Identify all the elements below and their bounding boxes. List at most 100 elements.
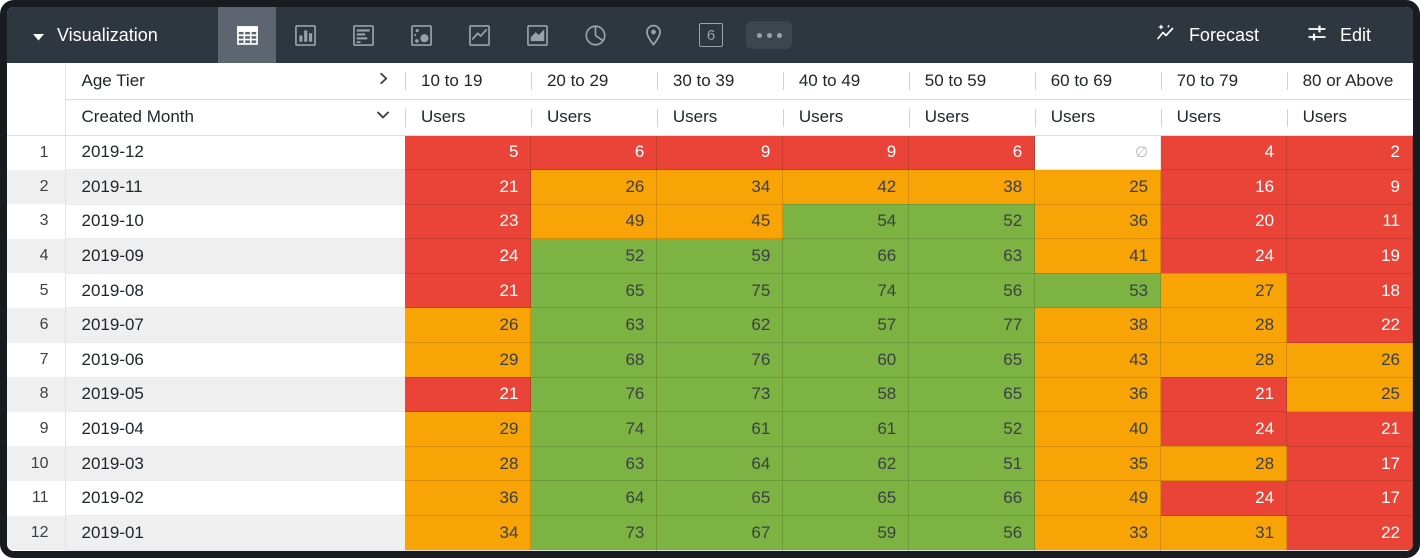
column-header[interactable]: 80 or Above bbox=[1286, 63, 1413, 100]
value-cell[interactable]: 59 bbox=[656, 238, 784, 274]
value-cell[interactable]: 29 bbox=[405, 411, 532, 447]
month-cell[interactable]: 2019-11 bbox=[64, 169, 405, 205]
value-cell[interactable]: 49 bbox=[1034, 480, 1162, 517]
viz-type-table-button[interactable] bbox=[218, 7, 276, 63]
value-cell[interactable]: 65 bbox=[782, 480, 910, 517]
column-header[interactable]: 50 to 59 bbox=[908, 63, 1035, 100]
value-cell[interactable]: 62 bbox=[656, 307, 784, 344]
value-cell[interactable]: 22 bbox=[1286, 515, 1413, 551]
value-cell[interactable]: 24 bbox=[1160, 480, 1288, 517]
viz-type-map-button[interactable] bbox=[624, 7, 682, 63]
value-cell[interactable]: 61 bbox=[656, 411, 784, 447]
value-cell[interactable]: 75 bbox=[656, 273, 784, 309]
value-cell[interactable]: 16 bbox=[1160, 169, 1288, 205]
value-cell[interactable]: 2 bbox=[1286, 135, 1413, 171]
value-cell[interactable]: 76 bbox=[656, 342, 784, 378]
value-cell[interactable]: 27 bbox=[1160, 273, 1288, 309]
month-cell[interactable]: 2019-05 bbox=[64, 377, 405, 413]
value-cell[interactable]: 6 bbox=[530, 135, 658, 171]
month-cell[interactable]: 2019-06 bbox=[64, 342, 405, 378]
value-cell[interactable]: 24 bbox=[1160, 411, 1288, 447]
value-cell[interactable]: 33 bbox=[1034, 515, 1162, 551]
value-cell[interactable]: 9 bbox=[782, 135, 910, 171]
value-cell[interactable]: 20 bbox=[1160, 204, 1288, 240]
value-cell[interactable]: 74 bbox=[782, 273, 910, 309]
value-cell[interactable]: 29 bbox=[405, 342, 532, 378]
value-cell[interactable]: 34 bbox=[405, 515, 532, 551]
value-cell[interactable]: 53 bbox=[1034, 273, 1162, 309]
forecast-button[interactable]: Forecast bbox=[1154, 21, 1259, 50]
measure-header[interactable]: Users bbox=[1286, 99, 1413, 136]
column-header[interactable]: 60 to 69 bbox=[1034, 63, 1161, 100]
value-cell[interactable]: 66 bbox=[908, 480, 1036, 517]
value-cell[interactable]: 22 bbox=[1286, 307, 1413, 344]
value-cell[interactable]: 76 bbox=[530, 377, 658, 413]
viz-type-pie-chart-button[interactable] bbox=[566, 7, 624, 63]
measure-header[interactable]: Users bbox=[656, 99, 783, 136]
value-cell[interactable]: 52 bbox=[908, 411, 1036, 447]
value-cell[interactable]: 63 bbox=[908, 238, 1036, 274]
value-cell[interactable]: 52 bbox=[530, 238, 658, 274]
value-cell[interactable]: 65 bbox=[908, 342, 1036, 378]
value-cell[interactable]: 23 bbox=[405, 204, 532, 240]
month-cell[interactable]: 2019-03 bbox=[64, 446, 405, 482]
value-cell[interactable]: 28 bbox=[1160, 307, 1288, 344]
value-cell[interactable]: 56 bbox=[908, 273, 1036, 309]
value-cell[interactable]: 21 bbox=[405, 377, 532, 413]
value-cell[interactable]: 36 bbox=[1034, 204, 1162, 240]
value-cell[interactable]: 68 bbox=[530, 342, 658, 378]
pivot-field-header[interactable]: Age Tier bbox=[64, 63, 405, 100]
month-cell[interactable]: 2019-07 bbox=[64, 307, 405, 344]
viz-type-bar-chart-button[interactable] bbox=[334, 7, 392, 63]
value-cell[interactable]: 52 bbox=[908, 204, 1036, 240]
month-cell[interactable]: 2019-01 bbox=[64, 515, 405, 551]
value-cell[interactable]: 65 bbox=[656, 480, 784, 517]
value-cell[interactable]: 73 bbox=[530, 515, 658, 551]
month-cell[interactable]: 2019-12 bbox=[64, 135, 405, 171]
viz-type-column-chart-button[interactable] bbox=[276, 7, 334, 63]
value-cell[interactable]: 64 bbox=[530, 480, 658, 517]
value-cell[interactable]: 62 bbox=[782, 446, 910, 482]
viz-type-single-value-button[interactable]: 6 bbox=[682, 7, 740, 63]
value-cell[interactable]: 25 bbox=[1286, 377, 1413, 413]
measure-header[interactable]: Users bbox=[1034, 99, 1161, 136]
value-cell[interactable]: 57 bbox=[782, 307, 910, 344]
value-cell[interactable]: 43 bbox=[1034, 342, 1162, 378]
value-cell[interactable]: 40 bbox=[1034, 411, 1162, 447]
value-cell[interactable]: 9 bbox=[656, 135, 784, 171]
value-cell[interactable]: 24 bbox=[405, 238, 532, 274]
value-cell[interactable]: 61 bbox=[782, 411, 910, 447]
value-cell[interactable]: 38 bbox=[908, 169, 1036, 205]
value-cell[interactable]: 26 bbox=[530, 169, 658, 205]
value-cell[interactable]: 31 bbox=[1160, 515, 1288, 551]
value-cell[interactable]: 28 bbox=[1160, 446, 1288, 482]
measure-header[interactable]: Users bbox=[908, 99, 1035, 136]
month-cell[interactable]: 2019-10 bbox=[64, 204, 405, 240]
value-cell[interactable]: 56 bbox=[908, 515, 1036, 551]
value-cell[interactable]: 5 bbox=[405, 135, 532, 171]
value-cell[interactable]: 60 bbox=[782, 342, 910, 378]
viz-type-more-button[interactable] bbox=[740, 7, 798, 63]
value-cell[interactable]: 4 bbox=[1160, 135, 1288, 171]
value-cell[interactable]: 77 bbox=[908, 307, 1036, 344]
viz-type-line-chart-button[interactable] bbox=[450, 7, 508, 63]
value-cell[interactable]: 58 bbox=[782, 377, 910, 413]
column-header[interactable]: 20 to 29 bbox=[530, 63, 657, 100]
value-cell[interactable]: 26 bbox=[405, 307, 532, 344]
value-cell[interactable]: 51 bbox=[908, 446, 1036, 482]
value-cell[interactable]: 11 bbox=[1286, 204, 1413, 240]
value-cell[interactable]: 35 bbox=[1034, 446, 1162, 482]
value-cell[interactable]: 59 bbox=[782, 515, 910, 551]
value-cell[interactable]: 26 bbox=[1286, 342, 1413, 378]
value-cell[interactable]: 65 bbox=[530, 273, 658, 309]
value-cell[interactable]: 74 bbox=[530, 411, 658, 447]
value-cell[interactable]: 17 bbox=[1286, 446, 1413, 482]
value-cell[interactable]: 54 bbox=[782, 204, 910, 240]
value-cell[interactable]: 28 bbox=[1160, 342, 1288, 378]
value-cell[interactable]: 19 bbox=[1286, 238, 1413, 274]
column-header[interactable]: 10 to 19 bbox=[405, 63, 531, 100]
month-cell[interactable]: 2019-08 bbox=[64, 273, 405, 309]
measure-header[interactable]: Users bbox=[405, 99, 531, 136]
value-cell[interactable]: 17 bbox=[1286, 480, 1413, 517]
value-cell[interactable]: 41 bbox=[1034, 238, 1162, 274]
